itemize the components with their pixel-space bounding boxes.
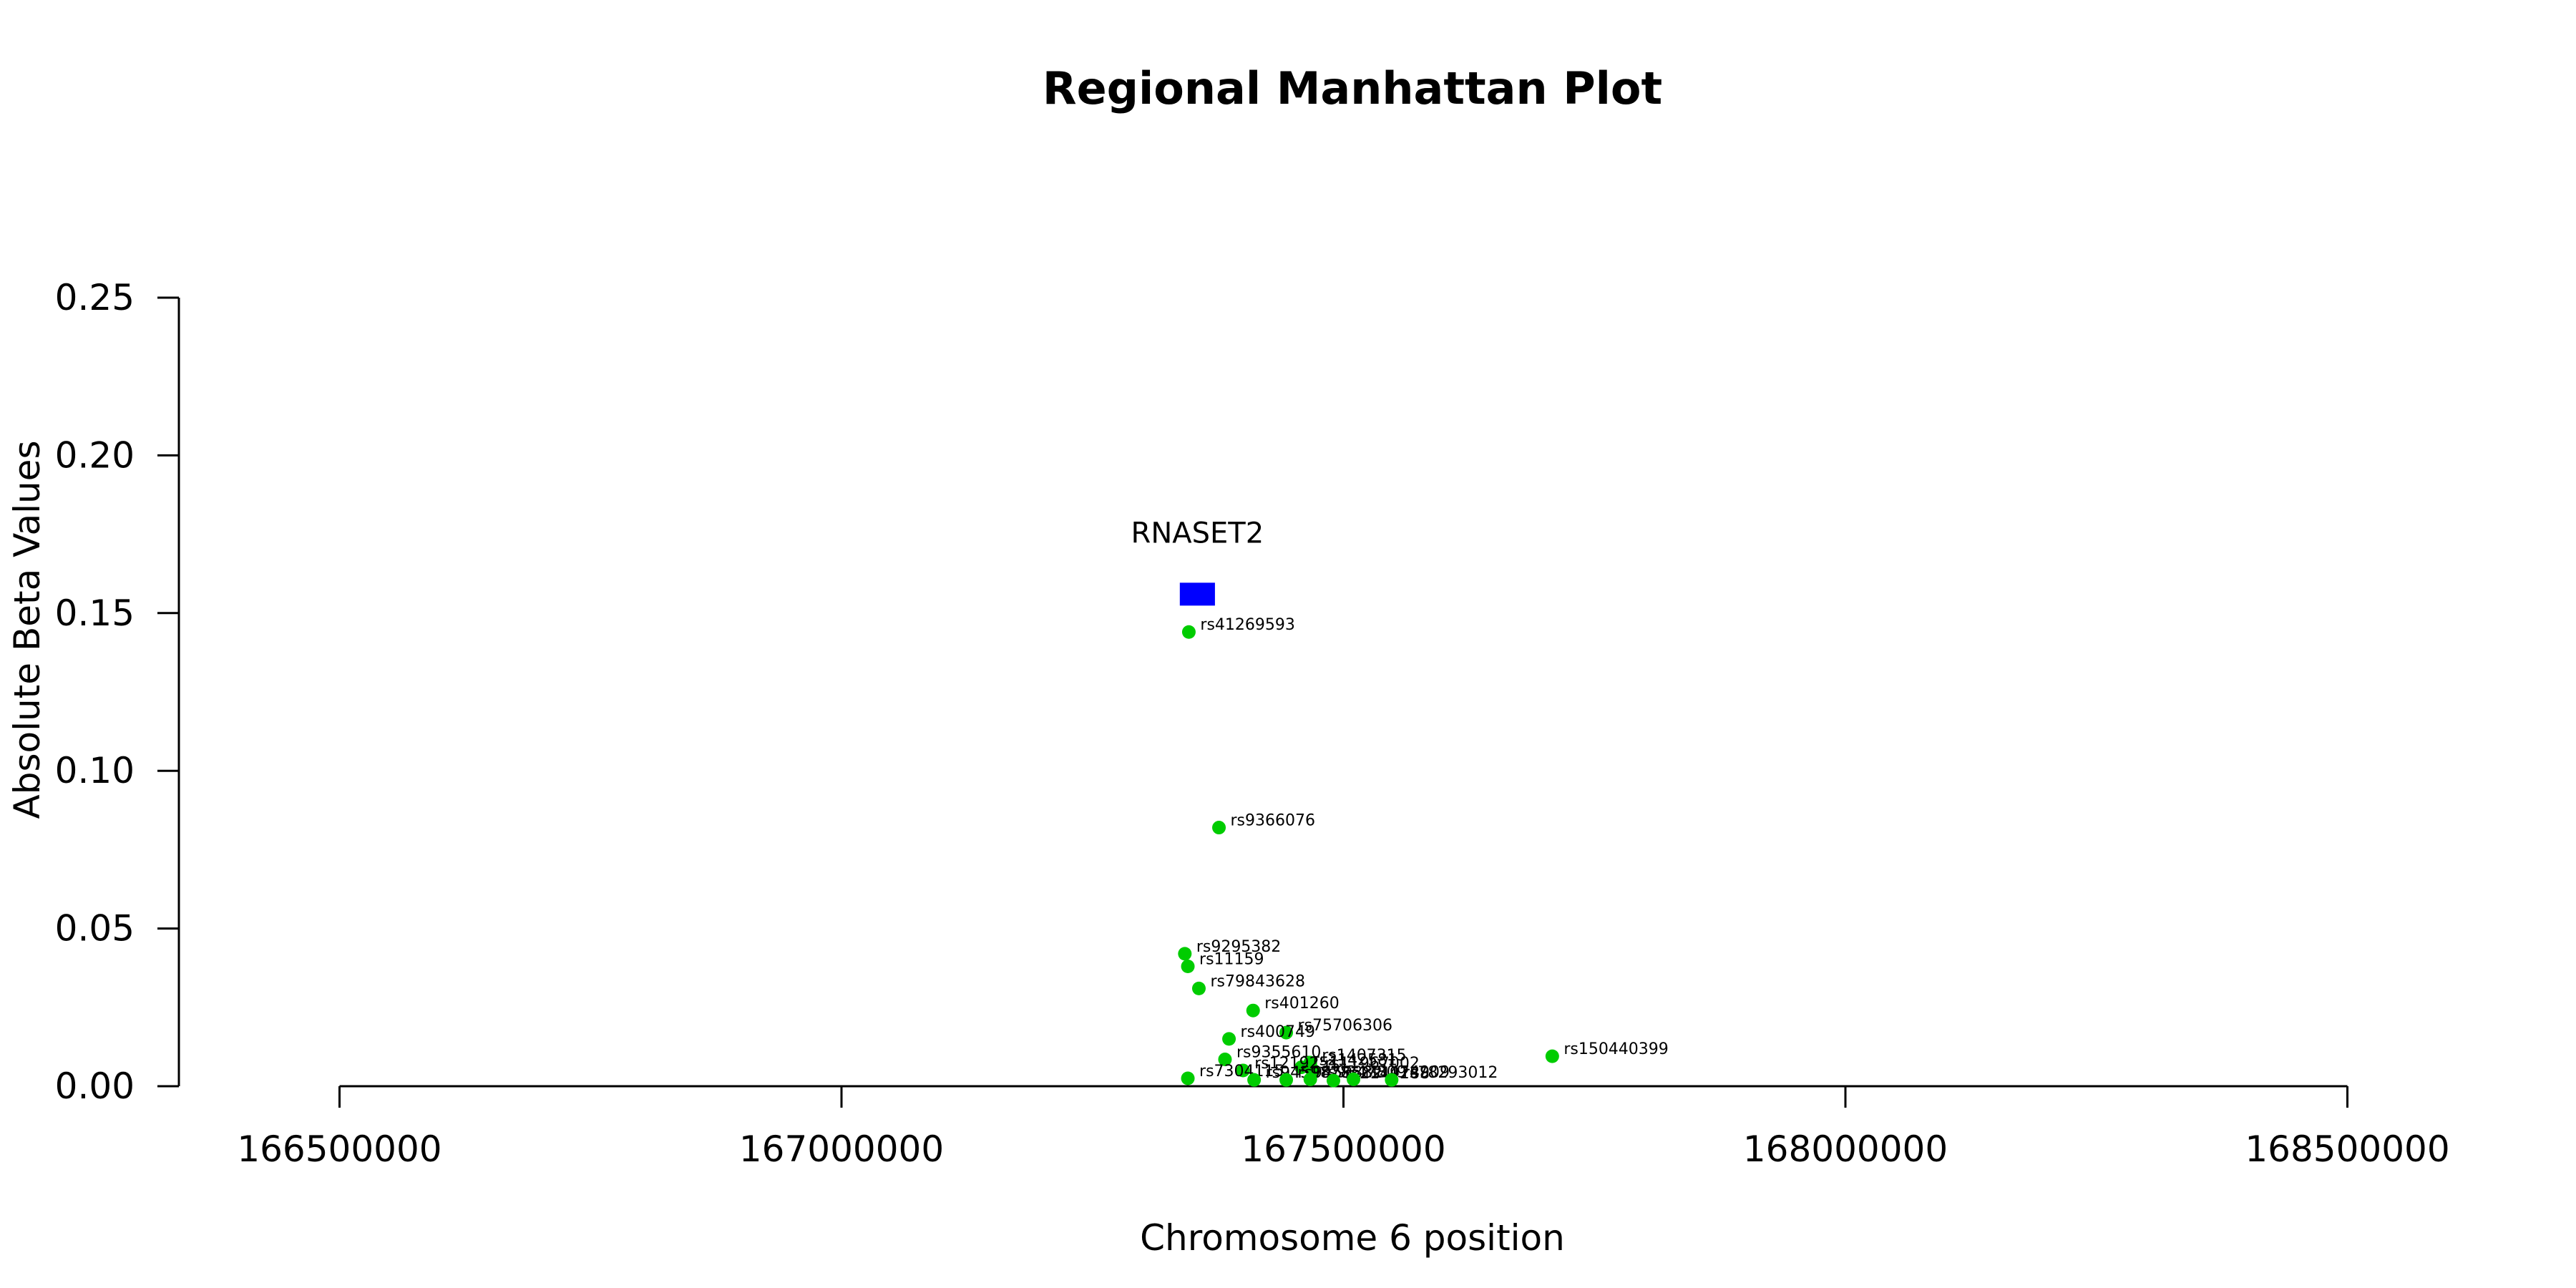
- snp-point: [1181, 625, 1196, 639]
- y-tick-label: 0.00: [55, 1065, 135, 1107]
- snp-label: rs11967002: [1324, 1055, 1419, 1073]
- x-tick-label: 166500000: [237, 1128, 441, 1170]
- snp-point: [1236, 1063, 1250, 1078]
- y-tick-label: 0.10: [55, 750, 135, 791]
- y-tick-label: 0.15: [55, 592, 135, 634]
- snp-label: rs401260: [1264, 995, 1340, 1013]
- snp-label: rs150440399: [1563, 1040, 1668, 1058]
- x-tick-label: 167000000: [739, 1128, 944, 1170]
- snp-point: [1246, 1003, 1260, 1018]
- snp-label: rs11159: [1199, 950, 1264, 968]
- snp-label: rs12192511: [1254, 1055, 1349, 1073]
- snp-point: [1326, 1073, 1340, 1088]
- snp-label: rs9295382: [1196, 938, 1282, 956]
- x-tick-label: 167500000: [1241, 1128, 1445, 1170]
- y-axis: 0.00 0.05 0.10 0.15 0.20 0.25: [55, 277, 180, 1107]
- snp-label: rs7304115: [1199, 1063, 1284, 1080]
- snp-label: rs79843628: [1210, 972, 1304, 990]
- snp-point: [1294, 1060, 1309, 1075]
- y-tick-label: 0.25: [55, 277, 135, 318]
- snp-label: rs1407315: [1322, 1047, 1407, 1065]
- y-tick-label: 0.20: [55, 434, 135, 476]
- x-axis: 166500000 167000000 167500000 168000000 1685…: [237, 1085, 2450, 1170]
- snp-point: [1212, 821, 1226, 835]
- snp-point: [1279, 1073, 1294, 1087]
- snp-label: rs1474909: [1365, 1063, 1450, 1081]
- snp-point: [1247, 1073, 1262, 1087]
- y-axis-label: Absolute Beta Values: [6, 441, 48, 819]
- snp-label: rs400749: [1241, 1023, 1316, 1041]
- snp-point: [1279, 1025, 1294, 1040]
- snp-label: rs41269593: [1200, 616, 1294, 634]
- snp-label: rs78293012: [1403, 1064, 1498, 1082]
- snp-point: [1385, 1073, 1399, 1087]
- snp-point: [1545, 1049, 1559, 1063]
- gene-track: RNASET2: [1131, 517, 1264, 606]
- snp-point: [1191, 981, 1206, 995]
- snp-point: [1222, 1032, 1236, 1046]
- x-axis-label: Chromosome 6 position: [1140, 1217, 1565, 1259]
- snp-point: [1347, 1072, 1361, 1086]
- snp-point: [1218, 1053, 1232, 1067]
- y-tick-label: 0.05: [55, 908, 135, 950]
- snp-label: rs2142581: [1313, 1052, 1398, 1070]
- x-tick-label: 168500000: [2245, 1128, 2449, 1170]
- chart-title: Regional Manhattan Plot: [1043, 62, 1662, 114]
- gene-label: RNASET2: [1131, 517, 1264, 550]
- snp-point: [1181, 1071, 1195, 1085]
- snp-point: [1178, 947, 1192, 961]
- snp-point: [1303, 1072, 1317, 1086]
- gene-bar: [1179, 582, 1215, 606]
- x-tick-label: 168000000: [1743, 1128, 1948, 1170]
- snp-label: rs75706306: [1298, 1017, 1392, 1035]
- snp-point: [1181, 959, 1195, 973]
- snp-label: rs9366076: [1231, 812, 1316, 830]
